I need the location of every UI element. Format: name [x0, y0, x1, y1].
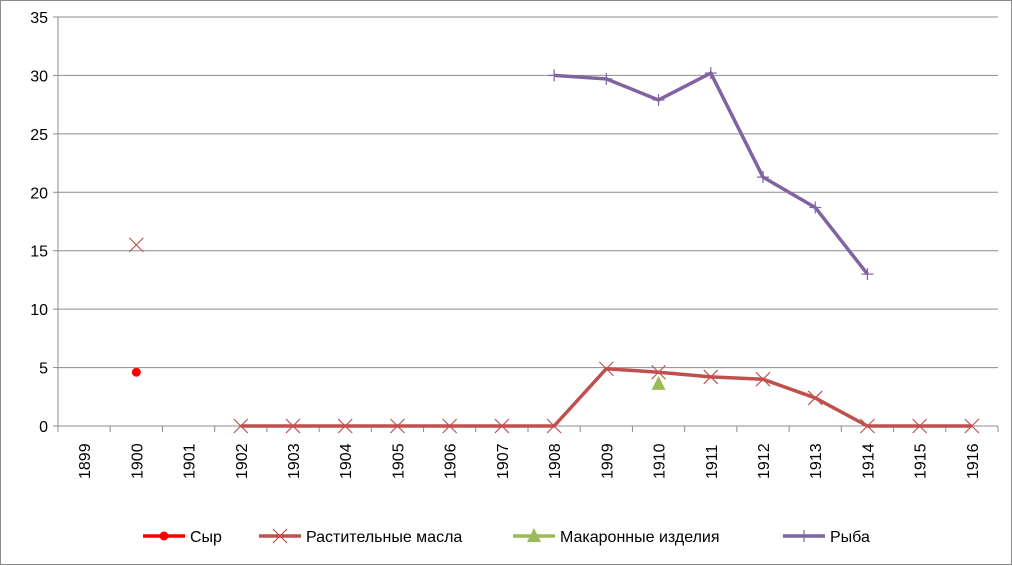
data-point	[494, 418, 510, 434]
x-tick-label: 1908	[547, 443, 564, 479]
series-layer	[128, 67, 980, 434]
y-tick-label: 5	[39, 361, 48, 378]
legend-item: Рыба	[783, 529, 870, 546]
data-point	[546, 418, 562, 434]
x-tick-label: 1913	[808, 443, 825, 479]
series-2	[651, 375, 666, 390]
x-tick-label: 1907	[495, 443, 512, 479]
data-point	[703, 369, 719, 385]
legend-item: Растительные масла	[259, 528, 462, 546]
legend-item: Сыр	[143, 529, 222, 546]
x-tick-label: 1900	[129, 443, 146, 479]
data-point	[861, 268, 874, 281]
y-tick-label: 0	[39, 419, 48, 436]
data-point	[337, 418, 353, 434]
legend-marker	[159, 531, 169, 541]
x-tick-label: 1904	[338, 443, 355, 479]
x-tick-label: 1906	[443, 443, 460, 479]
x-tick-label: 1909	[599, 443, 616, 479]
x-tick-label: 1902	[234, 443, 251, 479]
data-point	[912, 418, 928, 434]
x-tick-label: 1914	[860, 443, 877, 479]
data-point	[651, 375, 666, 390]
x-tick-label: 1901	[182, 443, 199, 479]
y-tick-label: 30	[30, 68, 48, 85]
x-tick-label: 1912	[756, 443, 773, 479]
data-point	[651, 364, 666, 380]
data-point	[809, 201, 822, 214]
x-tick-label: 1911	[704, 444, 721, 479]
x-tick-label: 1903	[286, 443, 303, 479]
legend-marker	[272, 528, 288, 544]
data-point	[964, 418, 980, 434]
legend-marker	[798, 530, 810, 542]
data-point	[807, 390, 823, 406]
data-point	[755, 371, 771, 387]
data-point	[598, 361, 614, 377]
y-tick-label: 20	[30, 185, 48, 202]
data-point	[704, 67, 717, 80]
data-point	[285, 418, 301, 434]
data-point	[131, 367, 141, 377]
data-point	[757, 171, 769, 184]
y-tick-label: 25	[30, 127, 48, 144]
x-tick-label: 1910	[652, 443, 669, 479]
data-point	[860, 418, 875, 434]
data-point	[652, 93, 665, 106]
legend-item: Макаронные изделия	[513, 528, 720, 546]
y-tick-labels: 0 5 10 15 20 25 30 35	[30, 10, 48, 436]
gridlines	[58, 16, 998, 369]
data-point	[442, 418, 458, 434]
axes	[53, 16, 999, 432]
x-tick-label: 1916	[965, 443, 982, 479]
legend-label: Растительные масла	[306, 529, 462, 546]
series-line	[553, 71, 869, 276]
x-tick-label: 1905	[390, 443, 407, 479]
data-point	[128, 237, 144, 253]
x-tick-label: 1899	[77, 443, 94, 479]
data-point	[390, 418, 405, 434]
x-tick-labels: 1899 1900 1901 1902 1903 1904 1905 1906 1907 1908…	[77, 443, 982, 479]
series-1	[128, 237, 980, 434]
series-3	[548, 67, 874, 281]
legend-label: Макаронные изделия	[560, 529, 720, 546]
data-point	[600, 72, 613, 85]
legend-marker	[527, 528, 541, 542]
y-tick-label: 35	[30, 10, 48, 27]
legend: Сыр Растительные масла Макаронные изделия Р…	[143, 528, 870, 546]
series-0	[131, 367, 141, 377]
series-line	[240, 366, 972, 428]
legend-label: Рыба	[830, 529, 870, 546]
data-point	[233, 418, 249, 434]
legend-label: Сыр	[190, 529, 222, 546]
y-tick-label: 10	[30, 302, 48, 319]
x-tick-label: 1915	[913, 443, 930, 479]
y-tick-label: 15	[30, 244, 48, 261]
data-point	[548, 69, 561, 82]
